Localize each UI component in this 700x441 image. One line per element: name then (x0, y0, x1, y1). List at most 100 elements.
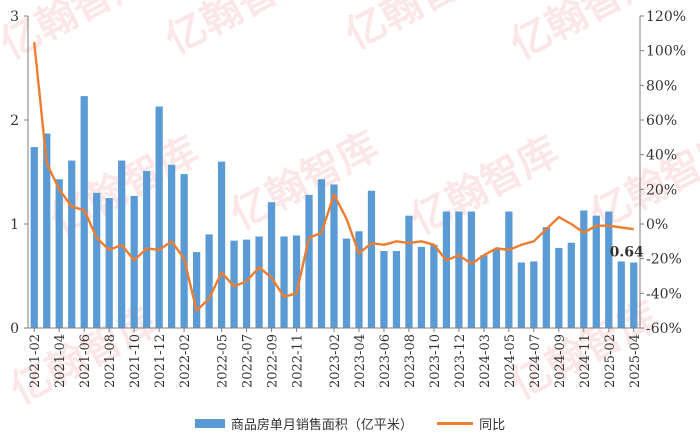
bar-2022-12 (305, 194, 313, 328)
x-tick-label: 2022-11 (291, 334, 306, 388)
yoy-line (33, 41, 634, 312)
x-tick-label: 2023-12 (453, 334, 468, 388)
bar-2024-01 (467, 211, 476, 328)
x-tick-label: 2023-04 (353, 334, 368, 388)
bar-2021-02 (30, 147, 38, 328)
axes (24, 15, 644, 332)
bar-2024-03 (480, 255, 488, 328)
legend-line-swatch (437, 422, 474, 425)
x-tick-label: 2021-06 (78, 334, 93, 388)
right-tick-label: 20% (646, 182, 677, 198)
bar-series (30, 96, 638, 328)
bar-2023-12 (455, 211, 463, 328)
x-tick-label: 2023-02 (328, 334, 343, 388)
line-series (33, 41, 634, 312)
x-tick-label: 2024-03 (478, 334, 493, 388)
bar-2021-04 (55, 179, 63, 328)
bar-2023-05 (367, 190, 376, 328)
legend-line-label: 同比 (479, 418, 506, 433)
bar-2023-01 (317, 179, 326, 328)
bar-2021-10 (130, 195, 138, 328)
tick-labels: 0 1 2 3 -60% -40% -20% 0% 20% 40% 60% 80% 100% 120% 20… (10, 9, 686, 388)
bar-2024-10 (567, 242, 575, 328)
x-tick-label: 2022-02 (178, 334, 193, 388)
x-tick-label: 2024-09 (553, 334, 568, 388)
bar-2023-04 (355, 231, 363, 328)
legend-item-line: 同比 (437, 414, 505, 433)
x-tick-label: 2022-07 (241, 334, 256, 388)
watermark-text: 亿翰智库 (503, 0, 666, 69)
annotation-label: 0.64 (610, 244, 644, 260)
x-tick-label: 2021-04 (53, 334, 68, 388)
left-tick-label: 0 (10, 321, 19, 337)
bar-2022-02 (180, 174, 188, 328)
watermark-text: 亿翰智库 (403, 128, 566, 244)
bar-2022-11 (292, 235, 301, 328)
bar-2024-05 (505, 211, 513, 328)
bar-2022-01 (168, 164, 176, 328)
watermark-text: 亿翰智库 (338, 0, 501, 59)
watermark-text: 亿翰智库 (158, 0, 321, 64)
x-tick-label: 2025-04 (628, 334, 643, 388)
x-tick-label: 2024-07 (528, 334, 543, 388)
x-tick-label: 2021-08 (103, 334, 118, 388)
bar-2023-10 (430, 244, 438, 328)
bar-2021-07 (93, 192, 101, 328)
right-tick-label: 60% (646, 113, 677, 129)
x-tick-label: 2021-12 (153, 334, 168, 388)
left-tick-label: 2 (10, 113, 19, 129)
bar-2022-10 (280, 236, 288, 328)
bar-2024-04 (492, 248, 500, 328)
left-tick-label: 1 (10, 217, 19, 233)
x-tick-label: 2021-02 (28, 334, 43, 388)
right-tick-label: 100% (646, 44, 686, 60)
right-tick-label: 0% (646, 217, 668, 233)
bar-2025-03 (617, 261, 625, 328)
bar-2024-12 (592, 215, 600, 328)
bar-2023-08 (405, 215, 413, 328)
bar-2022-07 (242, 239, 251, 328)
left-tick-label: 3 (10, 9, 19, 25)
bar-2021-12 (155, 106, 163, 328)
x-tick-label: 2023-06 (378, 334, 393, 388)
x-tick-label: 2024-05 (503, 334, 518, 388)
bar-2021-08 (105, 198, 113, 328)
right-tick-label: -60% (646, 321, 682, 337)
bar-2022-05 (217, 161, 226, 328)
x-tick-label: 2022-09 (266, 334, 281, 388)
bar-2021-03 (43, 133, 51, 328)
right-tick-label: 120% (646, 9, 686, 25)
bar-2023-03 (342, 238, 351, 328)
watermark-text: 亿翰智库 (223, 123, 386, 239)
bar-2024-08 (542, 227, 550, 328)
x-tick-label: 2023-10 (428, 334, 443, 388)
bar-2022-03 (192, 252, 201, 328)
right-tick-label: -20% (646, 252, 682, 268)
bar-2023-11 (442, 211, 451, 328)
legend-bar-label: 商品房单月销售面积（亿平米） (230, 418, 413, 433)
bar-2022-08 (255, 236, 263, 328)
x-tick-label: 2024-11 (578, 334, 593, 388)
watermark-text: 亿翰智库 (583, 123, 700, 239)
right-tick-label: 80% (646, 78, 677, 94)
x-tick-label: 2025-02 (603, 334, 618, 388)
legend-bar-swatch (194, 419, 225, 428)
bar-2023-06 (380, 251, 388, 328)
bar-2024-06 (517, 262, 525, 328)
x-tick-label: 2022-05 (216, 334, 231, 388)
x-tick-label: 2021-10 (128, 334, 143, 388)
bar-2024-09 (555, 247, 563, 328)
x-tick-label: 2023-08 (403, 334, 418, 388)
bar-2023-07 (392, 251, 401, 328)
bar-2025-02 (605, 211, 613, 328)
legend-item-bar: 商品房单月销售面积（亿平米） (194, 414, 413, 433)
bar-2021-05 (68, 160, 76, 328)
bar-2023-09 (417, 246, 426, 328)
right-tick-label: 40% (646, 148, 677, 164)
watermark-text: 亿翰智库 (0, 0, 156, 69)
legend: 商品房单月销售面积（亿平米） 同比 (0, 414, 700, 433)
bar-2025-04 (630, 262, 638, 328)
bar-2022-04 (205, 234, 213, 328)
bar-2023-02 (330, 184, 338, 328)
